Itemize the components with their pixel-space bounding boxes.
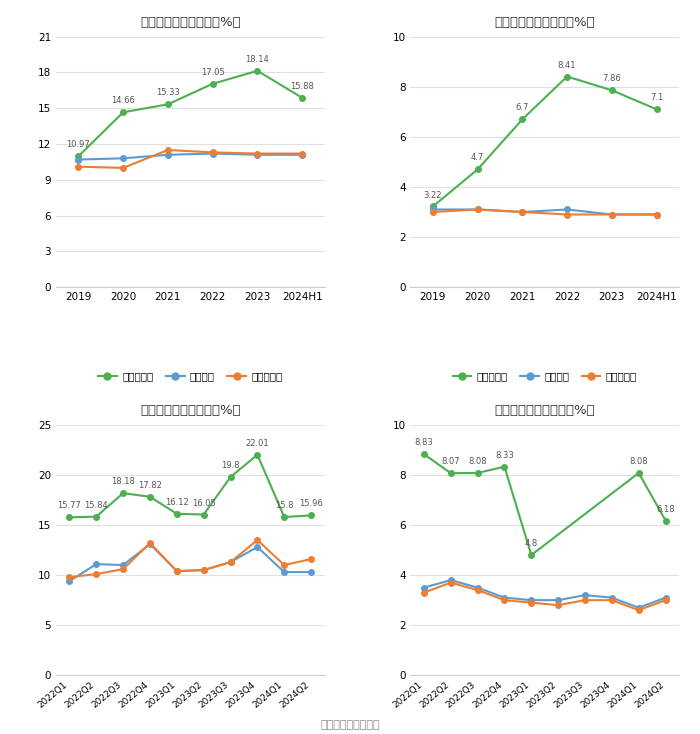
- Text: 8.08: 8.08: [468, 457, 487, 466]
- Text: 17.05: 17.05: [201, 68, 225, 77]
- Text: 8.41: 8.41: [558, 61, 576, 70]
- Text: 10.97: 10.97: [66, 140, 90, 149]
- Text: 19.8: 19.8: [221, 461, 240, 470]
- Text: 15.88: 15.88: [290, 81, 314, 91]
- Text: 8.08: 8.08: [629, 457, 648, 466]
- Text: 6.18: 6.18: [657, 504, 675, 514]
- Text: 数据来源：恒生聚源: 数据来源：恒生聚源: [320, 720, 380, 730]
- Text: 14.66: 14.66: [111, 96, 135, 106]
- Title: 季度毛利率变化情况（%）: 季度毛利率变化情况（%）: [140, 404, 241, 417]
- Text: 17.82: 17.82: [138, 481, 162, 490]
- Text: 4.7: 4.7: [471, 153, 484, 162]
- Text: 8.83: 8.83: [414, 438, 433, 447]
- Title: 季度净利率变化情况（%）: 季度净利率变化情况（%）: [494, 404, 595, 417]
- Text: 8.07: 8.07: [442, 457, 460, 466]
- Legend: 公司毛利率, 行业均值, 行业中位数: 公司毛利率, 行业均值, 行业中位数: [94, 368, 286, 386]
- Legend: 公司净利率, 行业均值, 行业中位数: 公司净利率, 行业均值, 行业中位数: [449, 368, 641, 386]
- Text: 15.84: 15.84: [85, 501, 108, 509]
- Text: 18.14: 18.14: [246, 55, 270, 64]
- Text: 16.05: 16.05: [192, 498, 216, 508]
- Text: 18.18: 18.18: [111, 477, 135, 486]
- Text: 3.22: 3.22: [424, 191, 442, 200]
- Text: 7.1: 7.1: [650, 93, 663, 102]
- Title: 历年毛利率变化情况（%）: 历年毛利率变化情况（%）: [140, 15, 241, 29]
- Text: 15.33: 15.33: [156, 88, 180, 98]
- Text: 22.01: 22.01: [246, 439, 270, 448]
- Text: 6.7: 6.7: [516, 103, 529, 112]
- Text: 4.8: 4.8: [525, 539, 538, 548]
- Text: 7.86: 7.86: [603, 74, 621, 84]
- Title: 历年净利率变化情况（%）: 历年净利率变化情况（%）: [494, 15, 595, 29]
- Text: 15.77: 15.77: [57, 501, 81, 510]
- Text: 15.96: 15.96: [299, 499, 323, 509]
- Text: 16.12: 16.12: [165, 498, 189, 507]
- Text: 8.33: 8.33: [495, 451, 514, 459]
- Text: 15.8: 15.8: [275, 501, 293, 510]
